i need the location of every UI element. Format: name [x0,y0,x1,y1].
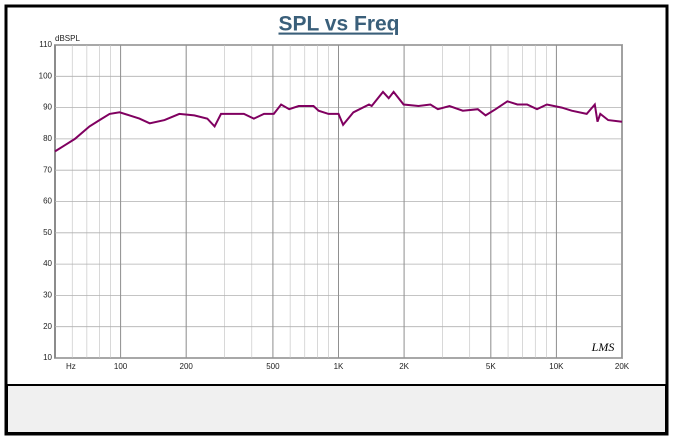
watermark: LMS [591,340,615,354]
y-tick-label: 10 [43,353,52,362]
data-line [54,90,623,153]
y-tick-label: 90 [43,103,52,112]
x-tick-label: 2K [399,362,409,371]
y-tick-label: 60 [43,197,52,206]
x-tick-label: 5K [486,362,496,371]
x-tick-label: 200 [180,362,194,371]
y-tick-label: 20 [43,322,52,331]
x-unit: Hz [66,362,76,371]
x-tick-label: 1K [334,362,344,371]
y-tick-label: 30 [43,291,52,300]
y-axis-label: dBSPL [55,34,80,43]
y-tick-label: 70 [43,165,52,174]
x-tick-label: 100 [114,362,128,371]
y-tick-label: 40 [43,259,52,268]
y-tick-label: 80 [43,134,52,143]
legend-panel [6,384,667,434]
y-tick-label: 50 [43,228,52,237]
y-tick-label: 100 [39,71,53,80]
chart-title: SPL vs Freq [279,13,400,36]
x-tick-label: 500 [266,362,280,371]
x-tick-label: 10K [549,362,564,371]
y-tick-label: 110 [39,40,52,49]
x-tick-label: 20K [615,362,630,371]
